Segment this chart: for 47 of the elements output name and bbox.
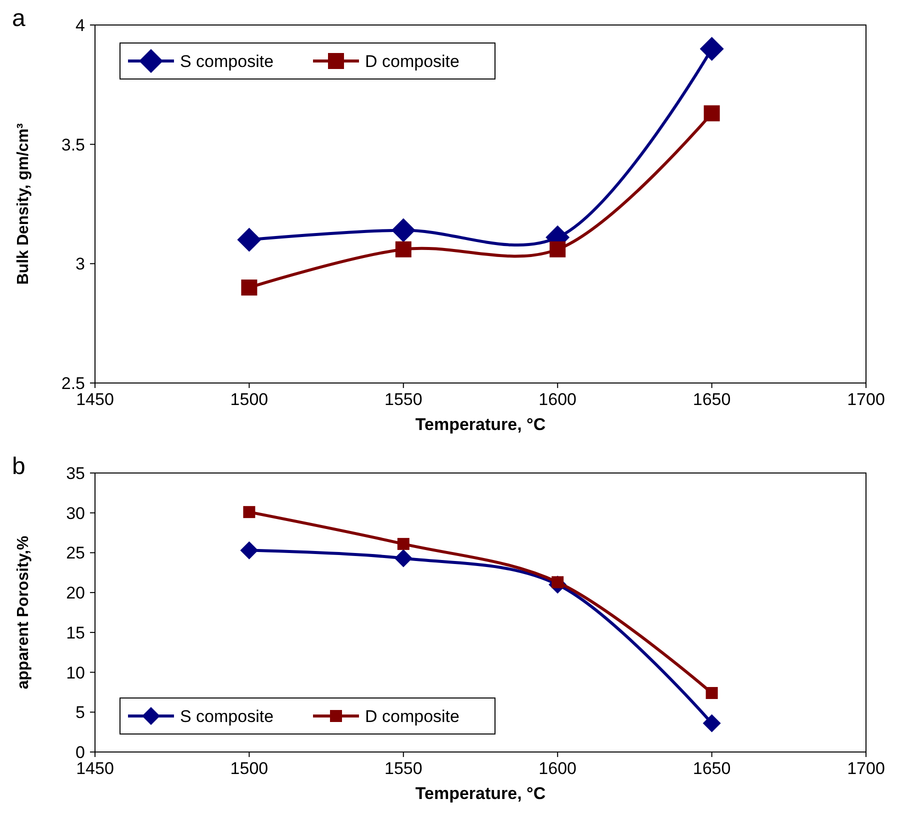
legend-label: D composite bbox=[365, 52, 460, 71]
x-tick-label: 1450 bbox=[76, 390, 114, 409]
x-axis-title: Temperature, °C bbox=[415, 415, 546, 434]
x-tick-label: 1650 bbox=[692, 759, 731, 778]
legend-label: S composite bbox=[180, 707, 274, 726]
point bbox=[700, 36, 724, 61]
y-axis-title: apparent Porosity,% bbox=[15, 536, 32, 690]
legend-label: D composite bbox=[365, 707, 460, 726]
y-tick-label: 35 bbox=[66, 464, 85, 483]
point bbox=[550, 241, 566, 258]
x-tick-label: 1700 bbox=[847, 759, 885, 778]
x-tick-label: 1550 bbox=[384, 390, 422, 409]
text: a bbox=[12, 5, 26, 32]
point bbox=[241, 280, 258, 296]
x-tick-label: 1600 bbox=[538, 390, 577, 409]
y-tick-label: 20 bbox=[66, 584, 85, 603]
y-tick-label: 3 bbox=[76, 254, 85, 274]
point bbox=[243, 506, 256, 518]
x-tick-label: 1500 bbox=[230, 759, 268, 778]
point bbox=[240, 541, 258, 560]
x-tick-label: 1650 bbox=[692, 390, 731, 409]
y-tick-label: 15 bbox=[66, 623, 85, 642]
text: b bbox=[12, 453, 26, 480]
x-tick-label: 1600 bbox=[538, 759, 577, 778]
point bbox=[395, 241, 412, 258]
legend-label: S composite bbox=[180, 52, 274, 71]
point bbox=[704, 105, 720, 122]
point bbox=[237, 228, 262, 252]
y-tick-label: 4 bbox=[76, 16, 85, 35]
y-tick-label: 25 bbox=[66, 544, 85, 563]
y-tick-label: 10 bbox=[66, 663, 85, 682]
x-tick-label: 1500 bbox=[230, 390, 268, 409]
y-tick-label: 30 bbox=[66, 504, 85, 523]
y-axis-title: Bulk Density, gm/cm³ bbox=[15, 123, 32, 285]
y-tick-label: 3.5 bbox=[61, 135, 85, 154]
x-tick-label: 1450 bbox=[76, 759, 114, 778]
point bbox=[702, 714, 721, 732]
y-tick-label: 2.5 bbox=[61, 374, 85, 393]
x-axis-title: Temperature, °C bbox=[415, 784, 546, 803]
point bbox=[397, 538, 410, 550]
x-tick-label: 1700 bbox=[847, 390, 885, 409]
point bbox=[391, 218, 416, 242]
point bbox=[394, 549, 412, 568]
point bbox=[706, 687, 718, 700]
y-tick-label: 5 bbox=[76, 703, 85, 722]
y-tick-label: 0 bbox=[76, 743, 85, 762]
x-tick-label: 1550 bbox=[384, 759, 422, 778]
